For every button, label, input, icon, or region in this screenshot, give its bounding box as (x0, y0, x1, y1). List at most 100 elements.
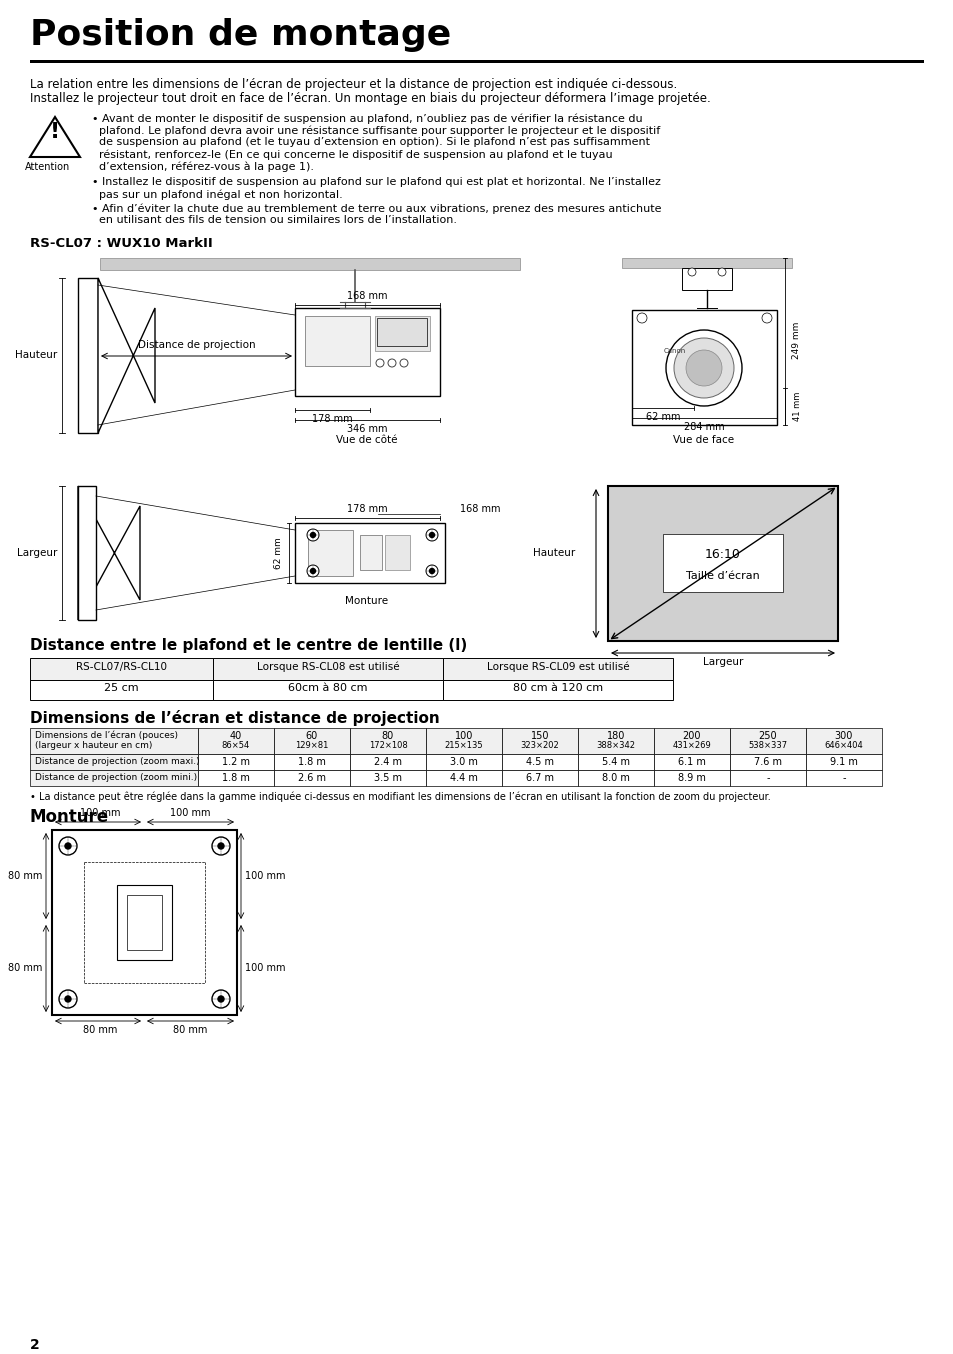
Circle shape (375, 359, 384, 367)
Text: 3.0 m: 3.0 m (450, 757, 477, 766)
Text: résistant, renforcez-le (En ce qui concerne le dispositif de suspension au plafo: résistant, renforcez-le (En ce qui conce… (91, 149, 612, 160)
Text: 80: 80 (381, 731, 394, 741)
Bar (117, 886, 172, 960)
Polygon shape (78, 486, 140, 620)
Text: Dimensions de l’écran (pouces): Dimensions de l’écran (pouces) (35, 731, 178, 741)
Text: 168 mm: 168 mm (459, 504, 500, 515)
Text: • Avant de monter le dispositif de suspension au plafond, n’oubliez pas de vérif: • Avant de monter le dispositif de suspe… (91, 112, 642, 123)
Text: 9.1 m: 9.1 m (829, 757, 857, 766)
Circle shape (212, 837, 230, 854)
Circle shape (307, 529, 318, 542)
Text: 284 mm: 284 mm (683, 422, 723, 432)
Text: Distance de projection (zoom maxi.): Distance de projection (zoom maxi.) (35, 757, 199, 766)
Text: Vue de face: Vue de face (673, 435, 734, 445)
Bar (30, 728, 198, 754)
Text: 168 mm: 168 mm (346, 291, 387, 301)
Text: pas sur un plafond inégal et non horizontal.: pas sur un plafond inégal et non horizon… (91, 190, 342, 199)
Circle shape (429, 532, 434, 538)
Bar (501, 770, 578, 787)
Circle shape (388, 359, 395, 367)
Text: 178 mm: 178 mm (312, 414, 352, 424)
Circle shape (310, 569, 315, 574)
Bar (308, 529, 353, 575)
Bar (578, 728, 654, 754)
Circle shape (59, 837, 77, 854)
Bar (805, 754, 882, 770)
Text: • La distance peut être réglée dans la gamme indiquée ci-dessus en modifiant les: • La distance peut être réglée dans la g… (30, 791, 770, 802)
Circle shape (426, 565, 437, 577)
Circle shape (59, 990, 77, 1007)
Text: 300: 300 (834, 731, 852, 741)
Bar (805, 770, 882, 787)
Bar (578, 770, 654, 787)
Text: 2: 2 (30, 1338, 40, 1353)
Circle shape (65, 844, 71, 849)
Text: 250: 250 (758, 731, 777, 741)
Text: 41 mm: 41 mm (792, 391, 801, 421)
Text: 150: 150 (530, 731, 549, 741)
Text: 100 mm: 100 mm (245, 963, 285, 974)
Text: 60: 60 (306, 731, 317, 741)
Text: RS-CL07 : WUX10 MarkII: RS-CL07 : WUX10 MarkII (30, 237, 213, 250)
Bar (654, 770, 729, 787)
Text: 40: 40 (230, 731, 242, 741)
Text: La relation entre les dimensions de l’écran de projecteur et la distance de proj: La relation entre les dimensions de l’éc… (30, 79, 677, 91)
Text: Vue de côté: Vue de côté (335, 435, 397, 445)
Text: 80 mm: 80 mm (172, 1025, 207, 1034)
Text: Monture: Monture (30, 808, 109, 826)
Text: Installez le projecteur tout droit en face de l’écran. Un montage en biais du pr: Installez le projecteur tout droit en fa… (30, 92, 710, 106)
Circle shape (65, 997, 71, 1002)
Circle shape (310, 532, 315, 538)
Text: de suspension au plafond (et le tuyau d’extension en option). Si le plafond n’es: de suspension au plafond (et le tuyau d’… (91, 137, 649, 148)
Bar (654, 754, 729, 770)
Bar (274, 770, 350, 787)
Bar (662, 533, 782, 592)
Circle shape (685, 349, 721, 386)
Text: Distance entre le plafond et le centre de lentille (l): Distance entre le plafond et le centre d… (30, 638, 467, 653)
Bar (501, 754, 578, 770)
Bar (274, 728, 350, 754)
Text: Attention: Attention (26, 162, 71, 172)
Text: Largeur: Largeur (16, 548, 57, 558)
Text: 215×135: 215×135 (444, 741, 483, 750)
Bar (385, 535, 410, 570)
Text: 80 mm: 80 mm (8, 963, 42, 974)
Bar (426, 770, 501, 787)
Text: 6.1 m: 6.1 m (678, 757, 705, 766)
Circle shape (637, 313, 646, 324)
Text: 1.8 m: 1.8 m (297, 757, 326, 766)
Bar (30, 754, 198, 770)
Text: 6.7 m: 6.7 m (525, 773, 554, 783)
Text: • Afin d’éviter la chute due au tremblement de terre ou aux vibrations, prenez d: • Afin d’éviter la chute due au tremblem… (91, 203, 660, 214)
Text: 646×404: 646×404 (823, 741, 862, 750)
Bar (100, 259, 519, 269)
Text: 172×108: 172×108 (368, 741, 407, 750)
Bar (350, 728, 426, 754)
Circle shape (218, 844, 224, 849)
Text: 80 cm à 120 cm: 80 cm à 120 cm (513, 682, 602, 693)
Text: Hauteur: Hauteur (533, 548, 575, 558)
Text: 80 mm: 80 mm (8, 871, 42, 881)
Bar (213, 680, 442, 700)
Bar (805, 728, 882, 754)
Bar (30, 658, 213, 680)
Text: 5.4 m: 5.4 m (601, 757, 629, 766)
Text: 60cm à 80 cm: 60cm à 80 cm (288, 682, 367, 693)
Circle shape (218, 997, 224, 1002)
Text: 7.6 m: 7.6 m (753, 757, 781, 766)
Text: Canon: Canon (663, 348, 685, 353)
Text: • Installez le dispositif de suspension au plafond sur le plafond qui est plat e: • Installez le dispositif de suspension … (91, 177, 660, 187)
Text: 25 cm: 25 cm (104, 682, 139, 693)
Bar (30, 60, 923, 64)
Bar (30, 770, 198, 787)
Bar (52, 830, 236, 1016)
Circle shape (761, 313, 771, 324)
Bar (607, 486, 837, 640)
Circle shape (429, 569, 434, 574)
Text: -: - (765, 773, 769, 783)
Text: 62 mm: 62 mm (274, 538, 283, 569)
Text: 100 mm: 100 mm (245, 871, 285, 881)
Circle shape (687, 268, 696, 276)
Text: 8.9 m: 8.9 m (678, 773, 705, 783)
Text: RS-CL07/RS-CL10: RS-CL07/RS-CL10 (76, 662, 167, 672)
